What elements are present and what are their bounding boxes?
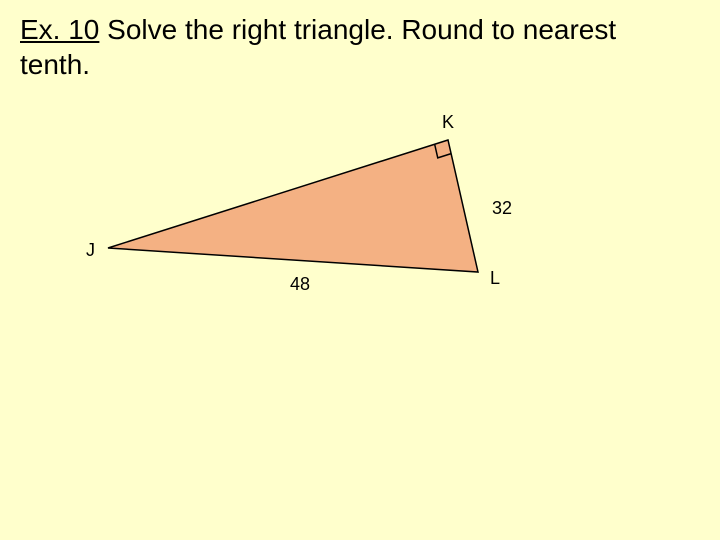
triangle-shape xyxy=(108,140,478,272)
vertex-label-j: J xyxy=(86,240,95,261)
triangle-diagram xyxy=(0,0,720,540)
vertex-label-k: K xyxy=(442,112,454,133)
side-label-kl: 32 xyxy=(492,198,512,219)
vertex-label-l: L xyxy=(490,268,500,289)
side-label-jl: 48 xyxy=(290,274,310,295)
